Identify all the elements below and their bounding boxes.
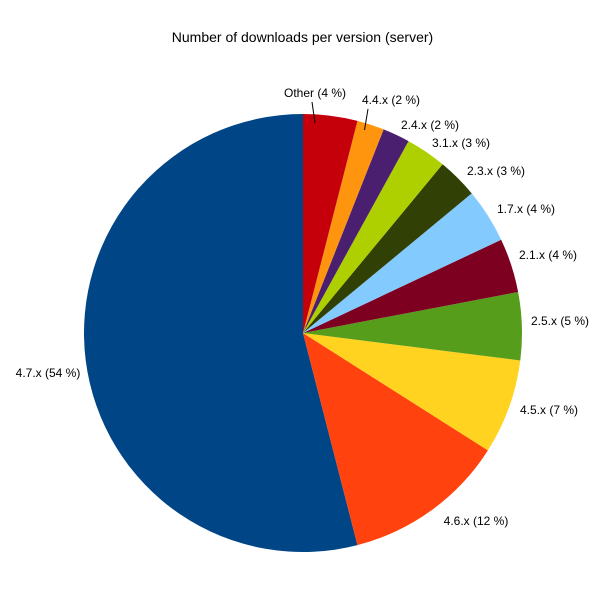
slice-label-3-1-x: 3.1.x (3 %) [432, 136, 490, 150]
slice-label-1-7-x: 1.7.x (4 %) [497, 202, 555, 216]
label-leader-line-4-4-x [364, 108, 369, 131]
slice-label-4-6-x: 4.6.x (12 %) [444, 514, 509, 528]
pie-slice-2-1-x [303, 239, 519, 333]
slice-label-2-5-x: 2.5.x (5 %) [531, 314, 589, 328]
slice-label-4-5-x: 4.5.x (7 %) [520, 403, 578, 417]
pie-slice-other [303, 114, 358, 333]
slice-label-other: Other (4 %) [284, 86, 346, 100]
slice-label-4-4-x: 4.4.x (2 %) [362, 93, 420, 107]
pie-slice-2-5-x [303, 291, 522, 361]
pie-slice-4-7-x [83, 114, 358, 552]
slice-label-4-7-x: 4.7.x (54 %) [16, 366, 81, 380]
pie-slice-2-4-x [303, 129, 409, 333]
pie-slice-2-3-x [303, 164, 472, 333]
slice-label-2-3-x: 2.3.x (3 %) [467, 164, 525, 178]
pie-slice-4-5-x [303, 333, 521, 451]
slice-label-2-4-x: 2.4.x (2 %) [401, 118, 459, 132]
pie-slice-4-4-x [303, 120, 384, 333]
chart-title: Number of downloads per version (server) [171, 29, 434, 45]
pie-slice-4-6-x [303, 333, 488, 546]
pie-slice-3-1-x [303, 141, 443, 333]
label-leader-line-other [311, 101, 316, 124]
slice-label-2-1-x: 2.1.x (4 %) [519, 248, 577, 262]
pie-slice-1-7-x [303, 193, 502, 333]
